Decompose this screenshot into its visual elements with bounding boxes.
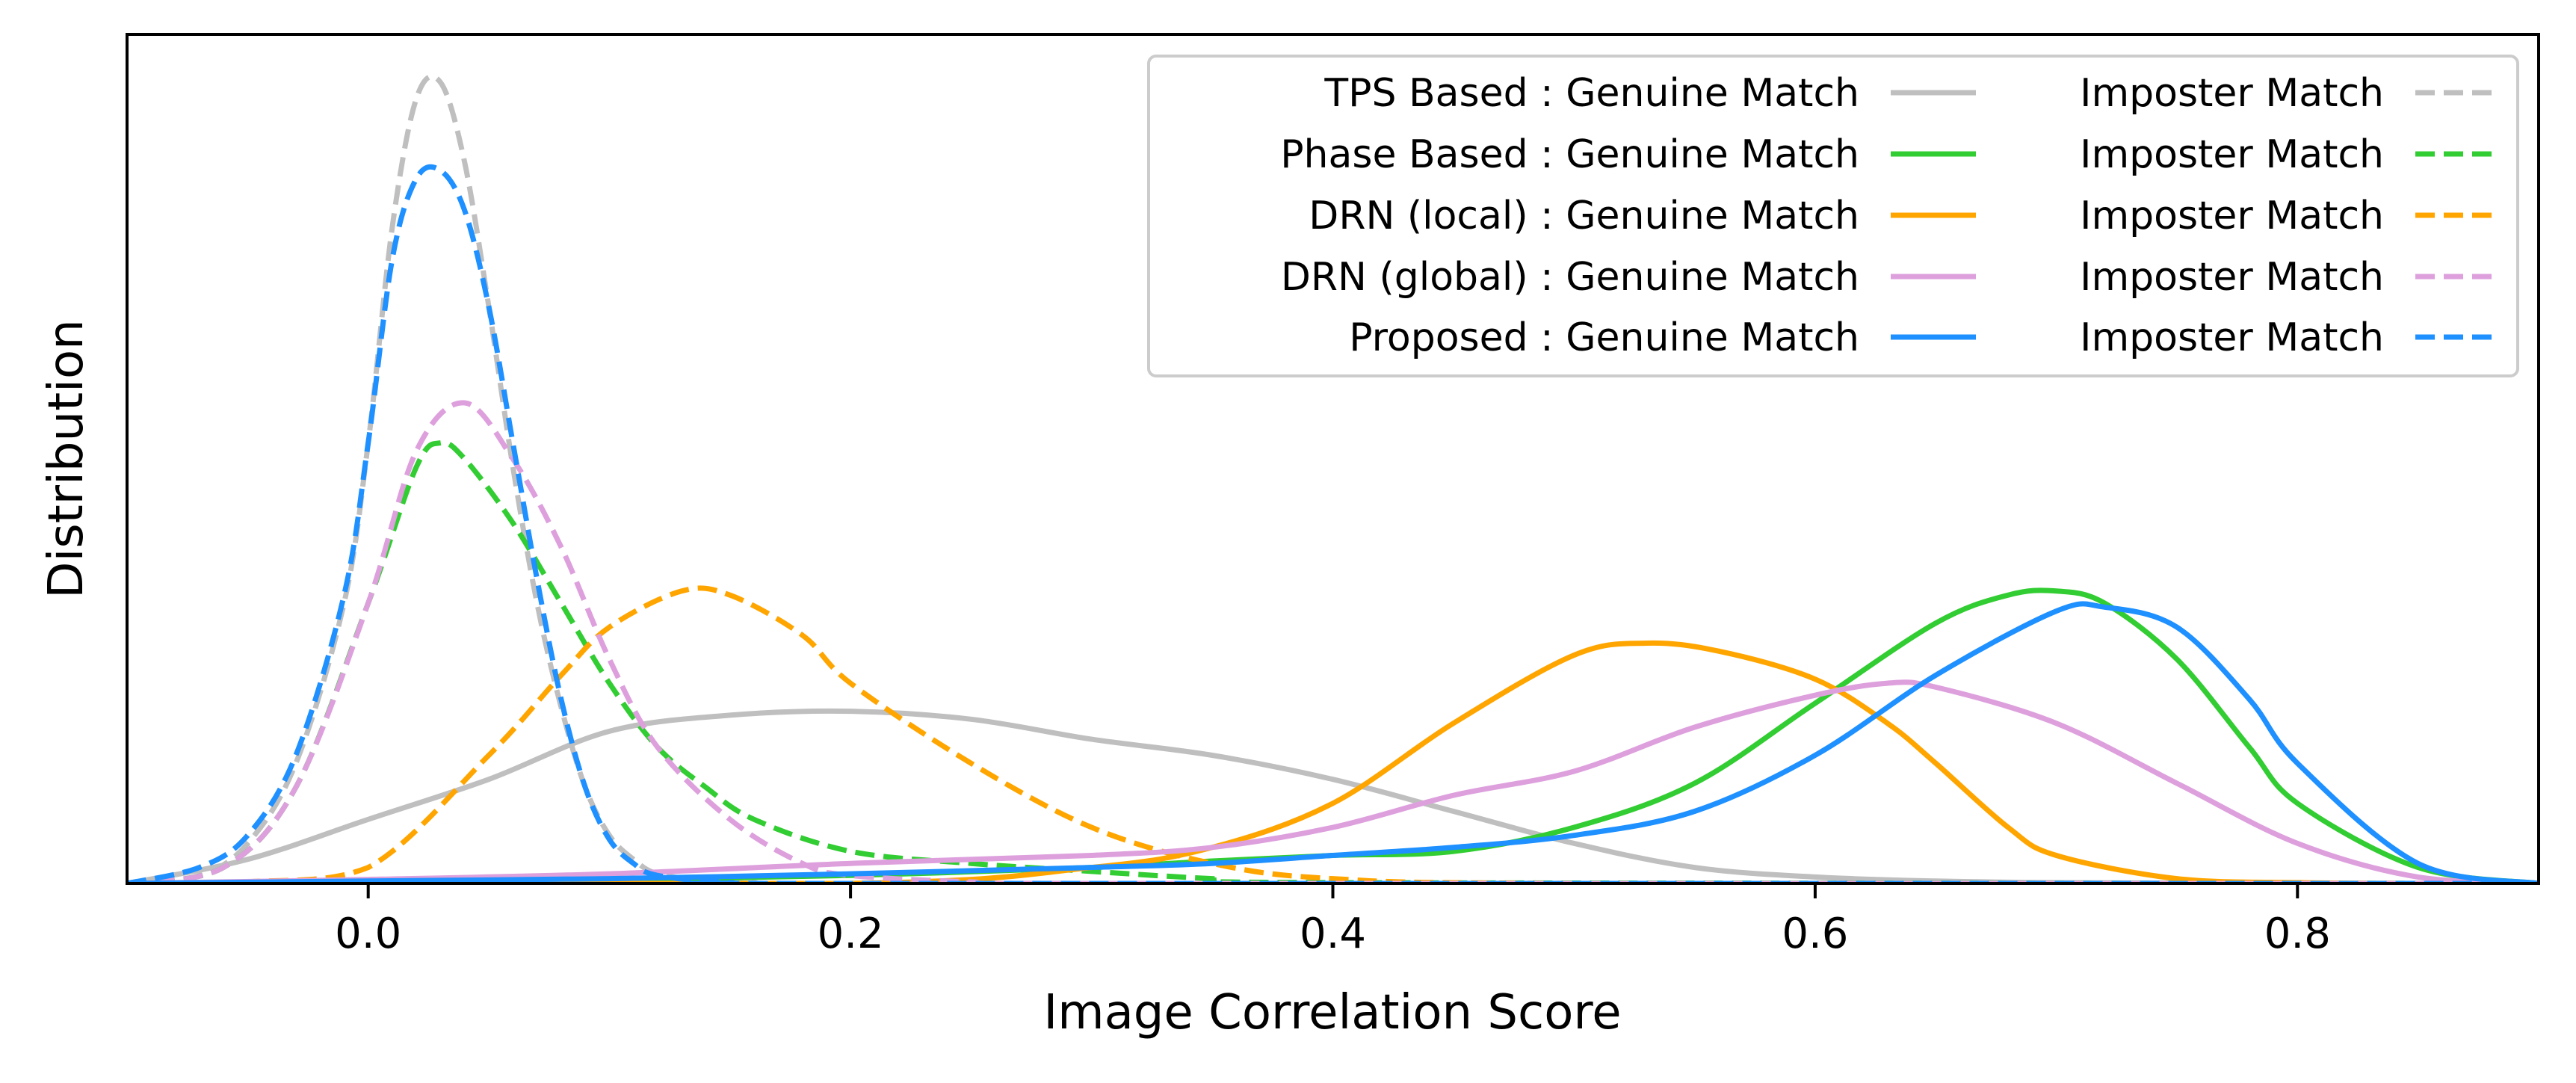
legend-box	[1147, 55, 2519, 377]
legend-label: DRN (local) : Genuine Match	[1309, 194, 1859, 238]
x-axis-label: Image Correlation Score	[1043, 985, 1621, 1040]
legend-label: Imposter Match	[2080, 194, 2384, 238]
x-tick-label: 0.0	[335, 910, 401, 958]
series-line-global-genuine	[127, 679, 2539, 883]
legend-label: Imposter Match	[2080, 71, 2384, 116]
plot-frame	[126, 33, 2540, 885]
legend-label: Phase Based : Genuine Match	[1280, 132, 1859, 177]
series-line-proposed-genuine	[127, 601, 2539, 883]
x-tick-label: 0.2	[818, 910, 884, 958]
legend-label: Imposter Match	[2080, 315, 2384, 360]
y-axis-label: Distribution	[39, 319, 94, 598]
series-line-local-imposter	[127, 585, 2539, 883]
x-axis: 0.0 0.2 0.4 0.6 0.8	[335, 883, 2331, 958]
legend-label: Proposed : Genuine Match	[1349, 315, 1859, 360]
x-tick-label: 0.8	[2264, 910, 2331, 958]
x-tick-label: 0.4	[1300, 910, 1366, 958]
x-tick-label: 0.6	[1782, 910, 1848, 958]
legend-label: Imposter Match	[2080, 132, 2384, 177]
legend-label: DRN (global) : Genuine Match	[1281, 255, 1859, 300]
legend: TPS Based : Genuine Match Imposter Match P…	[1147, 55, 2519, 377]
legend-label: TPS Based : Genuine Match	[1323, 71, 1859, 116]
series-line-local-genuine	[127, 640, 2539, 883]
legend-label: Imposter Match	[2080, 255, 2384, 300]
